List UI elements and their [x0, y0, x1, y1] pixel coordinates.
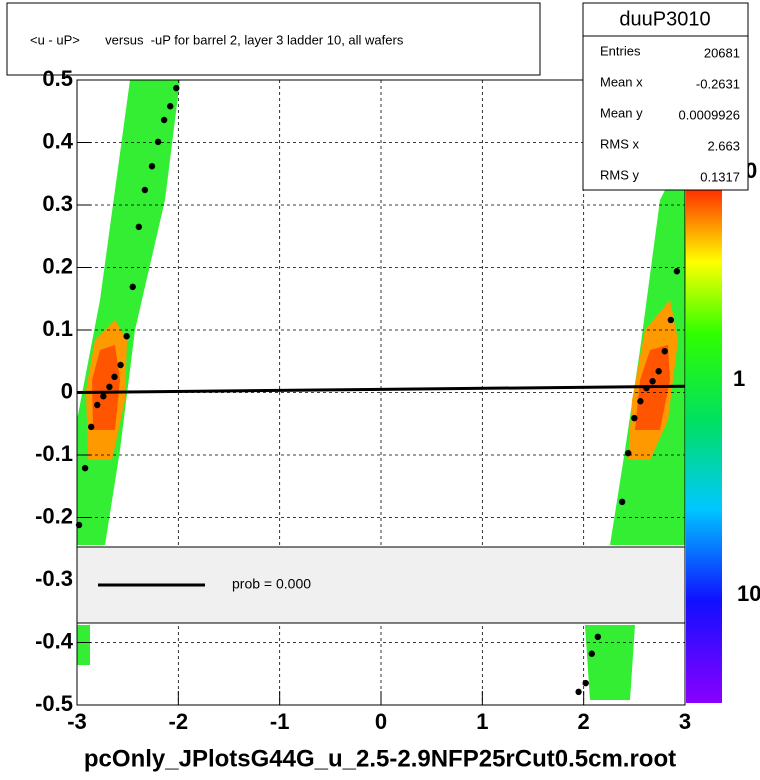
stats-value: 0.1317	[700, 169, 740, 184]
point	[594, 633, 602, 641]
stats-box	[582, 2, 749, 191]
point	[631, 414, 638, 422]
point	[575, 688, 582, 696]
point	[649, 378, 656, 385]
y-tick-label: 0.2	[42, 253, 73, 278]
y-tick-label: -0.5	[35, 691, 73, 716]
chart-title: <u - uP> versus -uP for barrel 2, layer …	[30, 32, 404, 47]
stats-label: Mean y	[600, 105, 643, 120]
point	[173, 84, 180, 92]
stats-value: 2.663	[707, 138, 740, 153]
point	[667, 316, 675, 324]
x-tick-label: 0	[375, 709, 387, 734]
y-tick-label: 0.5	[42, 66, 73, 91]
point	[94, 401, 101, 409]
point	[141, 186, 149, 194]
point	[582, 679, 589, 687]
x-tick-label: -2	[169, 709, 189, 734]
point	[123, 333, 130, 340]
point	[167, 103, 174, 110]
x-tick-label: 3	[679, 709, 691, 734]
point	[655, 368, 662, 375]
point	[661, 348, 668, 355]
point	[117, 361, 124, 369]
x-tick-label: 2	[578, 709, 590, 734]
point	[106, 383, 113, 391]
point	[160, 116, 168, 124]
point	[111, 373, 118, 381]
stats-label: RMS y	[600, 167, 640, 182]
stats-label: Mean x	[600, 74, 643, 89]
stats-value: 0.0009926	[679, 107, 740, 122]
point	[129, 283, 136, 291]
point	[637, 398, 644, 405]
y-tick-label: 0	[61, 378, 73, 403]
y-tick-label: 0.4	[42, 128, 73, 153]
y-tick-label: 0.3	[42, 191, 73, 216]
x-tick-label: -3	[67, 709, 87, 734]
point	[75, 521, 83, 529]
point	[625, 449, 632, 457]
point	[643, 384, 650, 392]
point	[81, 464, 89, 472]
x-tick-label: -1	[270, 709, 290, 734]
stats-label: Entries	[600, 43, 641, 58]
footer: pcOnly_JPlotsG44G_u_2.5-2.9NFP25rCut0.5c…	[84, 745, 676, 772]
point	[673, 268, 681, 275]
y-tick-label: -0.4	[35, 628, 74, 653]
histogram-band	[77, 80, 685, 700]
point	[87, 423, 95, 431]
stats-value: -0.2631	[696, 76, 740, 91]
point	[148, 163, 156, 170]
x-tick-label: 1	[476, 709, 488, 734]
point	[154, 138, 162, 146]
palette-label: 1	[733, 366, 745, 391]
point	[588, 650, 595, 657]
title-box	[6, 2, 541, 76]
y-tick-label: -0.1	[35, 441, 73, 466]
point	[135, 223, 143, 231]
point	[618, 498, 626, 506]
point	[100, 393, 107, 400]
palette-label: 10	[737, 581, 760, 606]
legend-text: prob = 0.000	[232, 576, 311, 592]
stats-label: RMS x	[600, 136, 640, 151]
stats-value: 20681	[704, 45, 740, 60]
y-tick-label: -0.3	[35, 566, 73, 591]
color-palette	[686, 190, 722, 703]
fit-line	[76, 384, 686, 394]
stats-title: duuP3010	[619, 8, 710, 30]
y-tick-label: -0.2	[35, 503, 73, 528]
y-tick-label: 0.1	[42, 316, 73, 341]
